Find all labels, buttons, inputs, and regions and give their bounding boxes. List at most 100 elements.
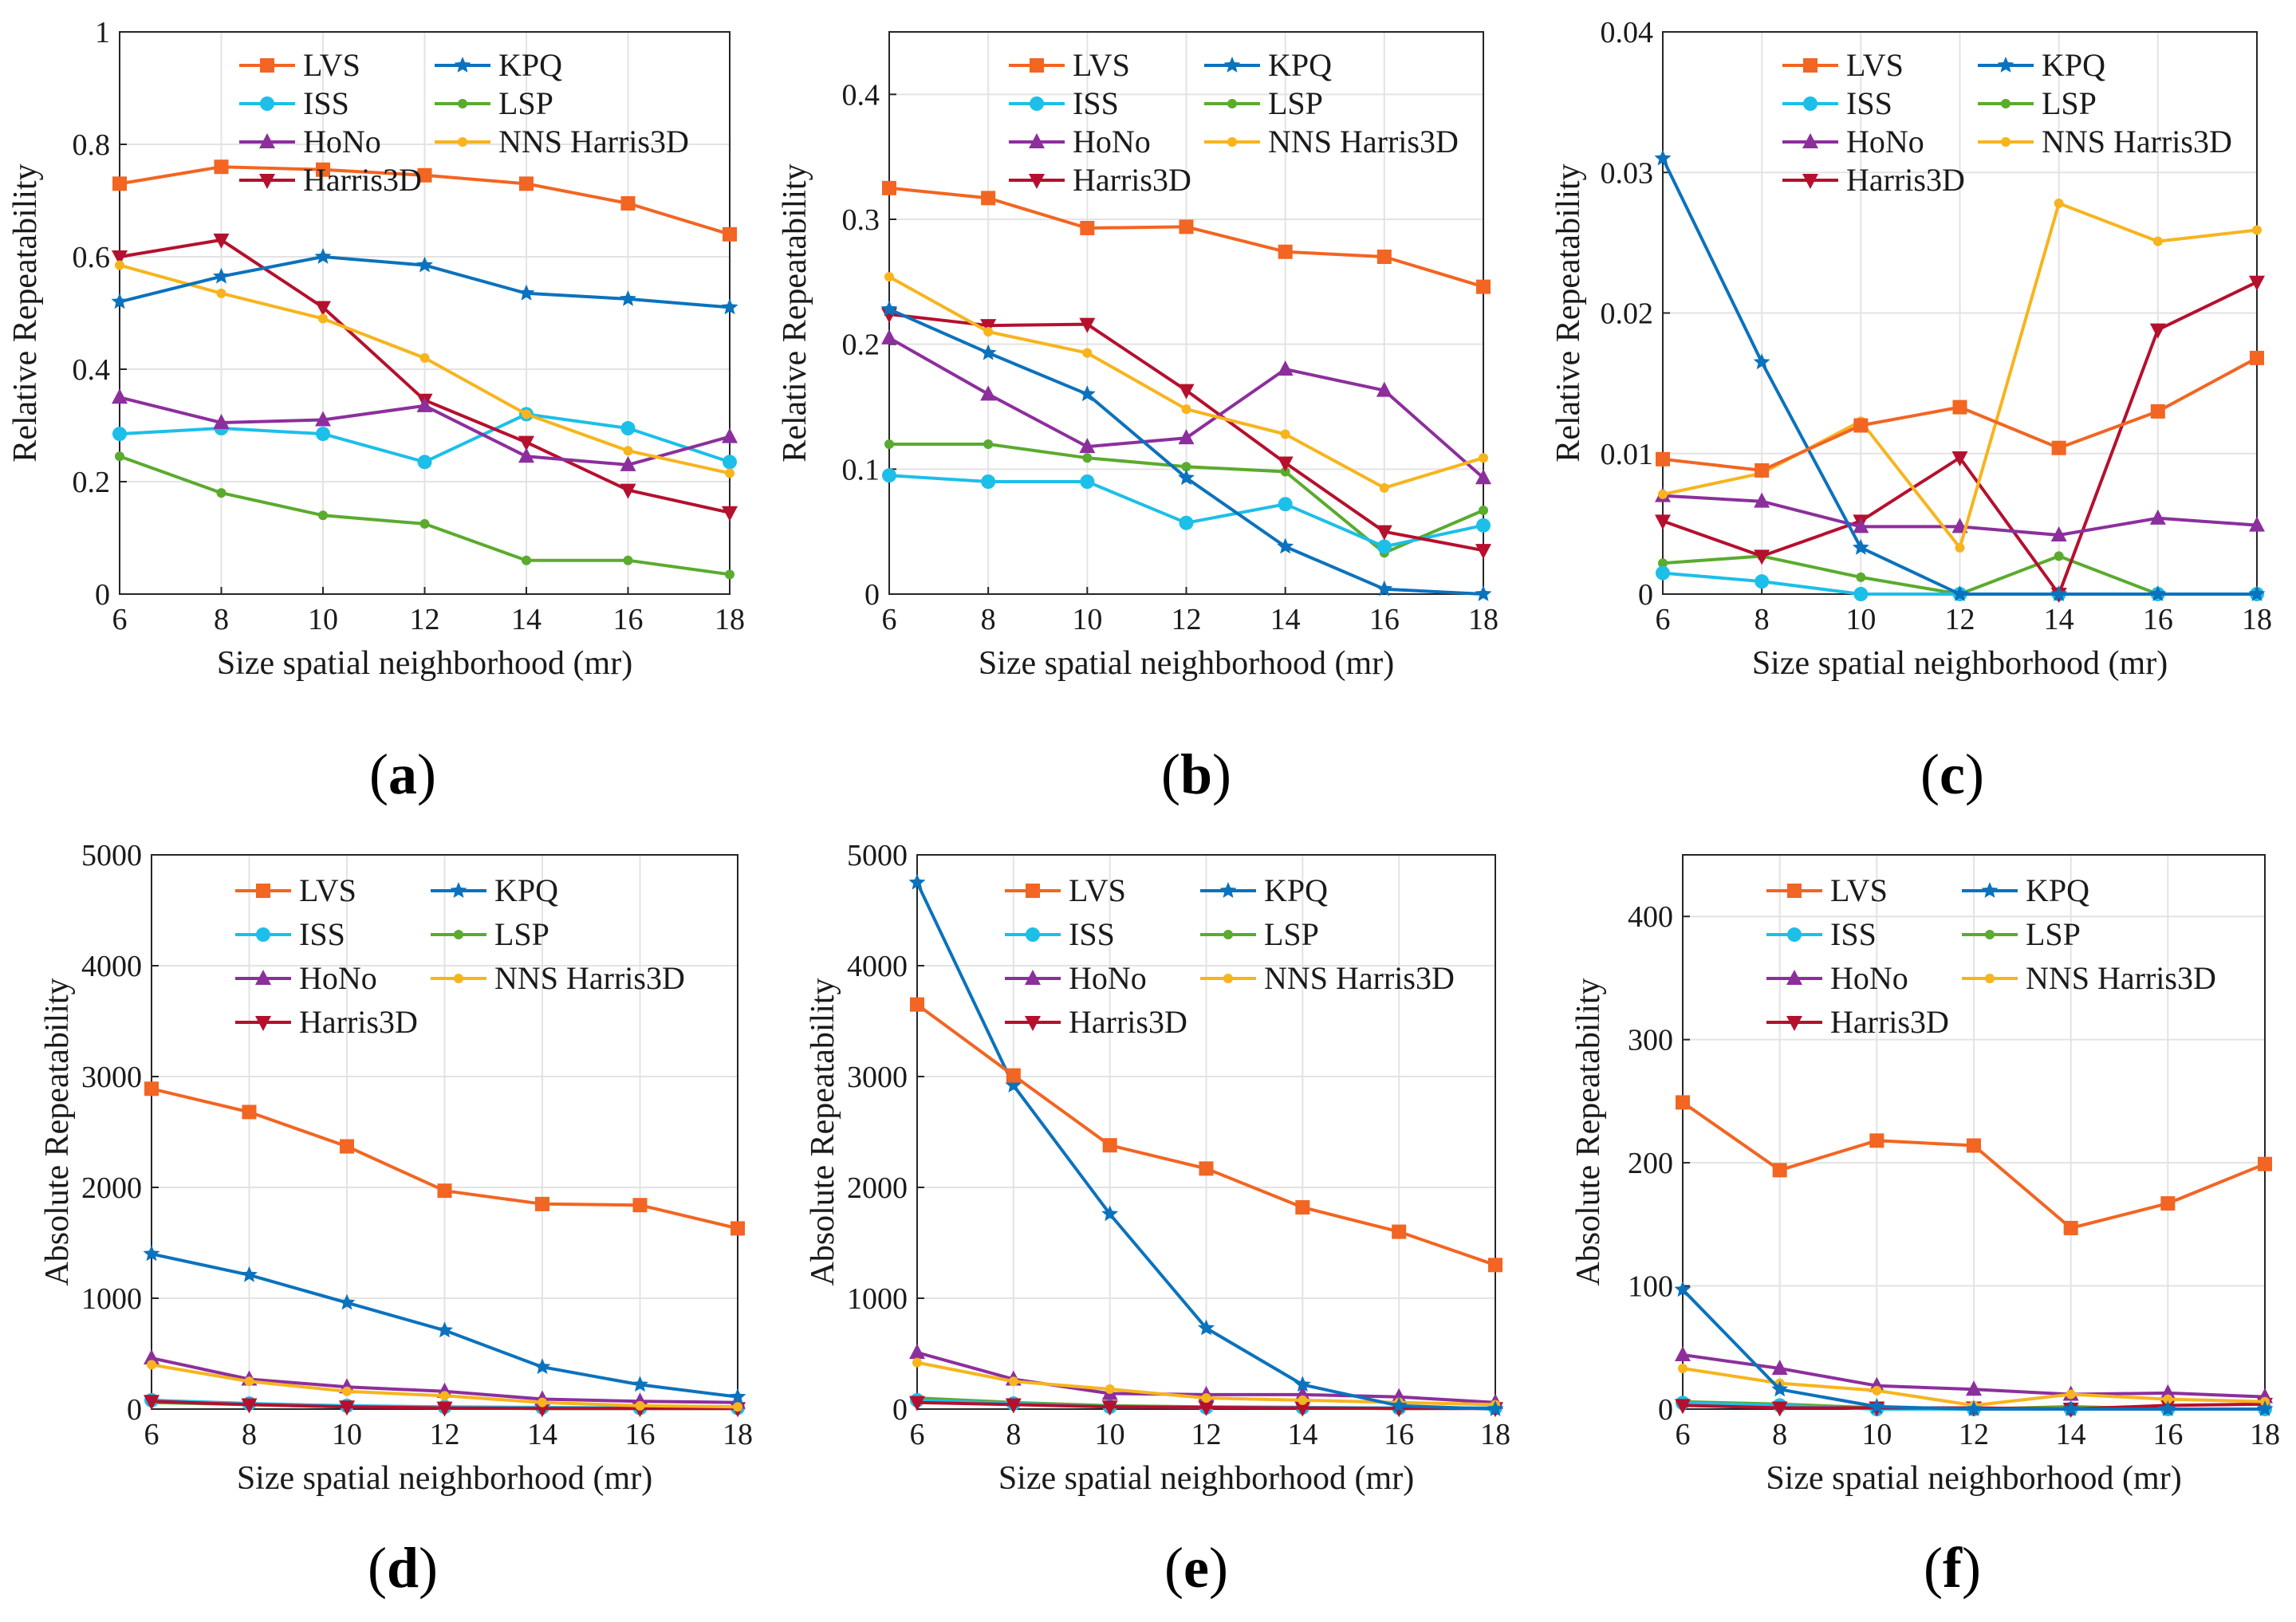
- legend-marker-lsp: [1223, 930, 1233, 939]
- data-point-nns-harris3d: [1201, 1393, 1211, 1404]
- panel-f: (f) 6 8 10 12 14 16 18 0 100 200 300 400 Size spatia…: [1570, 854, 2280, 1600]
- data-point-lsp: [884, 439, 894, 449]
- data-point-lvs: [1952, 400, 1967, 415]
- legend-marker-nns-harris3d: [1223, 974, 1233, 983]
- y-tick-label: 0.4: [73, 353, 111, 387]
- data-point-nns-harris3d: [1105, 1384, 1115, 1394]
- y-tick-label: 2000: [847, 1171, 908, 1205]
- data-point-nns-harris3d: [1379, 482, 1389, 493]
- data-point-lvs: [519, 176, 534, 191]
- legend-marker-lsp: [2001, 99, 2010, 108]
- legend-label-lvs: LVS: [1830, 872, 1888, 908]
- data-point-harris3d: [620, 483, 636, 499]
- x-tick-label: 18: [1480, 1418, 1510, 1451]
- data-point-lvs: [242, 1104, 257, 1120]
- data-point-kpq: [1868, 1397, 1885, 1414]
- data-point-lvs: [535, 1196, 549, 1211]
- data-point-harris3d: [339, 1400, 355, 1416]
- data-point-lvs: [620, 196, 636, 211]
- data-point-iss: [1376, 539, 1392, 554]
- data-point-nns-harris3d: [2066, 1389, 2076, 1400]
- x-axis-title: Size spatial neighborhood (mr): [1752, 645, 2168, 682]
- data-point-nns-harris3d: [318, 313, 328, 324]
- panel-b: (b) 6 8 10 12 14 16 18 0 0.1 0.2 0.3 0.4 Size spatia…: [777, 31, 1499, 806]
- data-point-nns-harris3d: [1955, 542, 1965, 553]
- legend-marker-iss: [1030, 96, 1044, 111]
- legend-marker-lvs: [256, 884, 270, 898]
- x-tick-label: 8: [214, 603, 229, 636]
- x-tick-label: 14: [527, 1418, 557, 1451]
- legend-marker-lsp: [1985, 930, 1995, 939]
- x-tick-label: 12: [1172, 603, 1202, 636]
- series-group: [908, 873, 1504, 1418]
- legend-marker-kpq: [450, 882, 467, 898]
- legend-marker-lvs: [260, 58, 274, 73]
- data-point-kpq: [1178, 469, 1195, 486]
- panel-label-c: (c): [1920, 742, 1984, 806]
- data-point-nns-harris3d: [1008, 1376, 1018, 1387]
- legend: LVS KPQ ISS LSP HoNo NNS Harris3D Harris3D: [1005, 872, 1455, 1040]
- data-point-harris3d: [1675, 1399, 1691, 1415]
- data-point-hono: [722, 427, 738, 443]
- y-tick-label: 0: [127, 1393, 142, 1427]
- x-tick-label: 12: [1191, 1418, 1222, 1451]
- series-group: [143, 1081, 746, 1418]
- data-point-harris3d: [241, 1398, 258, 1414]
- data-point-lvs: [2150, 404, 2165, 419]
- data-point-kpq: [729, 1388, 746, 1404]
- x-tick-label: 16: [625, 1418, 656, 1451]
- y-tick-label: 0.02: [1601, 297, 1654, 331]
- series-group: [111, 159, 738, 580]
- legend-label-lsp: LSP: [1264, 916, 1319, 952]
- panel-d: (d) 6 8 10 12 14 16 18 0 1000 2000 3000 4000 5000 Siz…: [39, 839, 753, 1600]
- legend-marker-kpq: [1997, 57, 2014, 73]
- data-point-kpq: [241, 1266, 258, 1282]
- data-point-lvs: [1772, 1163, 1787, 1178]
- legend-marker-lvs: [1026, 884, 1040, 898]
- y-tick-label: 0: [864, 578, 880, 612]
- data-point-hono: [1771, 1360, 1788, 1376]
- data-point-hono: [2160, 1384, 2176, 1400]
- data-point-lvs: [2250, 350, 2264, 365]
- legend-marker-kpq: [454, 57, 471, 73]
- data-point-lvs: [2160, 1196, 2176, 1211]
- legend-label-lsp: LSP: [494, 916, 549, 952]
- x-tick-label: 16: [1384, 1418, 1414, 1451]
- data-point-hono: [2249, 516, 2265, 532]
- legend-label-lvs: LVS: [303, 47, 360, 83]
- x-axis-title: Size spatial neighborhood (mr): [1766, 1460, 2181, 1497]
- legend-marker-harris3d: [259, 174, 275, 189]
- data-point-harris3d: [1951, 451, 1968, 467]
- data-point-nns-harris3d: [115, 260, 124, 270]
- series-group: [880, 180, 1492, 601]
- data-point-lvs: [981, 191, 996, 206]
- panel-label-d: (d): [368, 1536, 438, 1600]
- y-axis-title: Relative Repeatability: [7, 163, 44, 462]
- data-point-nns-harris3d: [419, 352, 430, 363]
- data-point-harris3d: [144, 1395, 159, 1411]
- data-point-hono: [1754, 492, 1770, 508]
- data-point-lsp: [419, 518, 430, 529]
- data-point-lvs: [731, 1221, 745, 1236]
- data-point-nns-harris3d: [884, 272, 894, 282]
- x-tick-label: 14: [511, 603, 542, 636]
- legend-marker-lsp: [1227, 99, 1237, 108]
- legend: LVS KPQ ISS LSP HoNo NNS Harris3D Harris3D: [239, 47, 689, 198]
- data-point-lvs: [632, 1198, 648, 1213]
- data-point-hono: [1675, 1346, 1691, 1362]
- legend-label-hono: HoNo: [1846, 124, 1924, 159]
- x-tick-label: 16: [613, 603, 644, 636]
- data-point-nns-harris3d: [983, 327, 994, 337]
- x-tick-label: 18: [2250, 1418, 2280, 1451]
- x-tick-label: 16: [2143, 603, 2173, 636]
- data-point-harris3d: [1475, 544, 1491, 560]
- x-tick-label: 10: [332, 1418, 362, 1451]
- panel-a: (a) 6 8 10 12 14 16 18 0 0.2 0.4 0.6 0.8 1 Size spati…: [7, 16, 745, 806]
- legend-marker-nns-harris3d: [458, 137, 467, 147]
- data-point-harris3d: [518, 435, 534, 451]
- x-tick-label: 6: [144, 1418, 159, 1451]
- data-point-kpq: [880, 300, 898, 317]
- data-point-lvs: [2258, 1156, 2272, 1171]
- x-tick-label: 12: [410, 603, 440, 636]
- data-point-hono: [1079, 438, 1096, 454]
